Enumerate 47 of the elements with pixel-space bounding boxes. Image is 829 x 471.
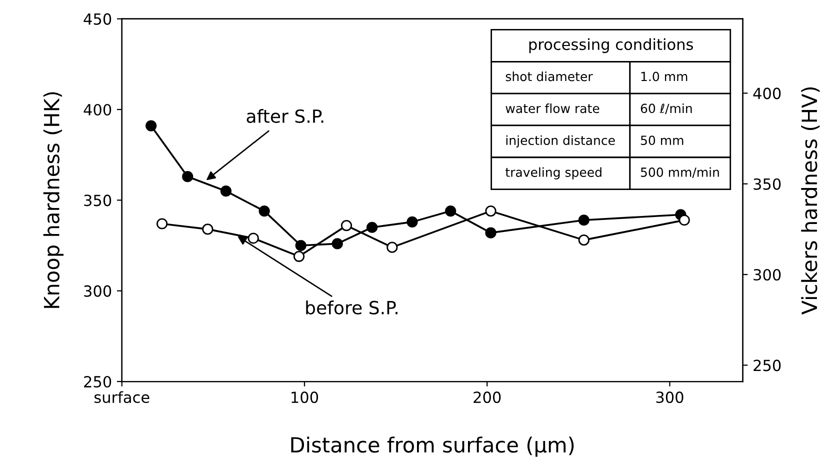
point [156, 218, 168, 230]
point [340, 220, 352, 232]
annotation: 60 ℓ/min [640, 103, 692, 114]
annotation: 50 mm [640, 136, 684, 146]
y2-tick-label: 350 [754, 178, 781, 190]
annotation: 500 mm/min [640, 167, 719, 178]
y2-tick-label: 250 [754, 360, 781, 372]
y-tick-label: 250 [84, 376, 112, 388]
point [406, 216, 418, 228]
annotation: after S.P. [246, 109, 324, 123]
x-tick-label: surface [94, 391, 150, 404]
point [258, 206, 270, 217]
point [445, 206, 456, 217]
annotation: before S.P. [306, 300, 398, 314]
y-tick-label: 350 [84, 194, 112, 206]
point [386, 242, 398, 253]
annotation: traveling speed [506, 167, 602, 180]
y2-tick-label: 300 [754, 268, 781, 281]
point [485, 227, 496, 238]
point [578, 234, 590, 246]
point [202, 224, 214, 235]
annotation: shot diameter [506, 72, 593, 82]
point [182, 171, 194, 182]
y2-axis-title: Vickers hardness (HV) [801, 87, 820, 315]
annotation: water flow rate [506, 103, 600, 114]
point [146, 120, 157, 132]
y-tick-label: 400 [84, 104, 112, 116]
annotation: processing conditions [529, 38, 693, 54]
annotation: 1.0 mm [641, 72, 688, 82]
y-tick-label: 450 [84, 13, 112, 25]
y-axis-title: Knoop hardness (HK) [43, 92, 64, 308]
point [293, 250, 305, 262]
y-tick-label: 300 [84, 285, 112, 297]
point [248, 232, 259, 244]
annotation: injection distance [506, 135, 615, 148]
x-tick-label: 200 [474, 392, 501, 404]
point [578, 214, 590, 226]
point [220, 186, 232, 197]
point [332, 238, 343, 250]
x-tick-label: 100 [292, 392, 318, 404]
point [678, 214, 690, 226]
point [295, 240, 306, 252]
point [485, 206, 496, 217]
x-axis-title: Distance from surface (μm) [291, 436, 574, 457]
y2-tick-label: 400 [753, 88, 781, 100]
point [366, 222, 378, 233]
x-tick-label: 300 [656, 392, 684, 404]
